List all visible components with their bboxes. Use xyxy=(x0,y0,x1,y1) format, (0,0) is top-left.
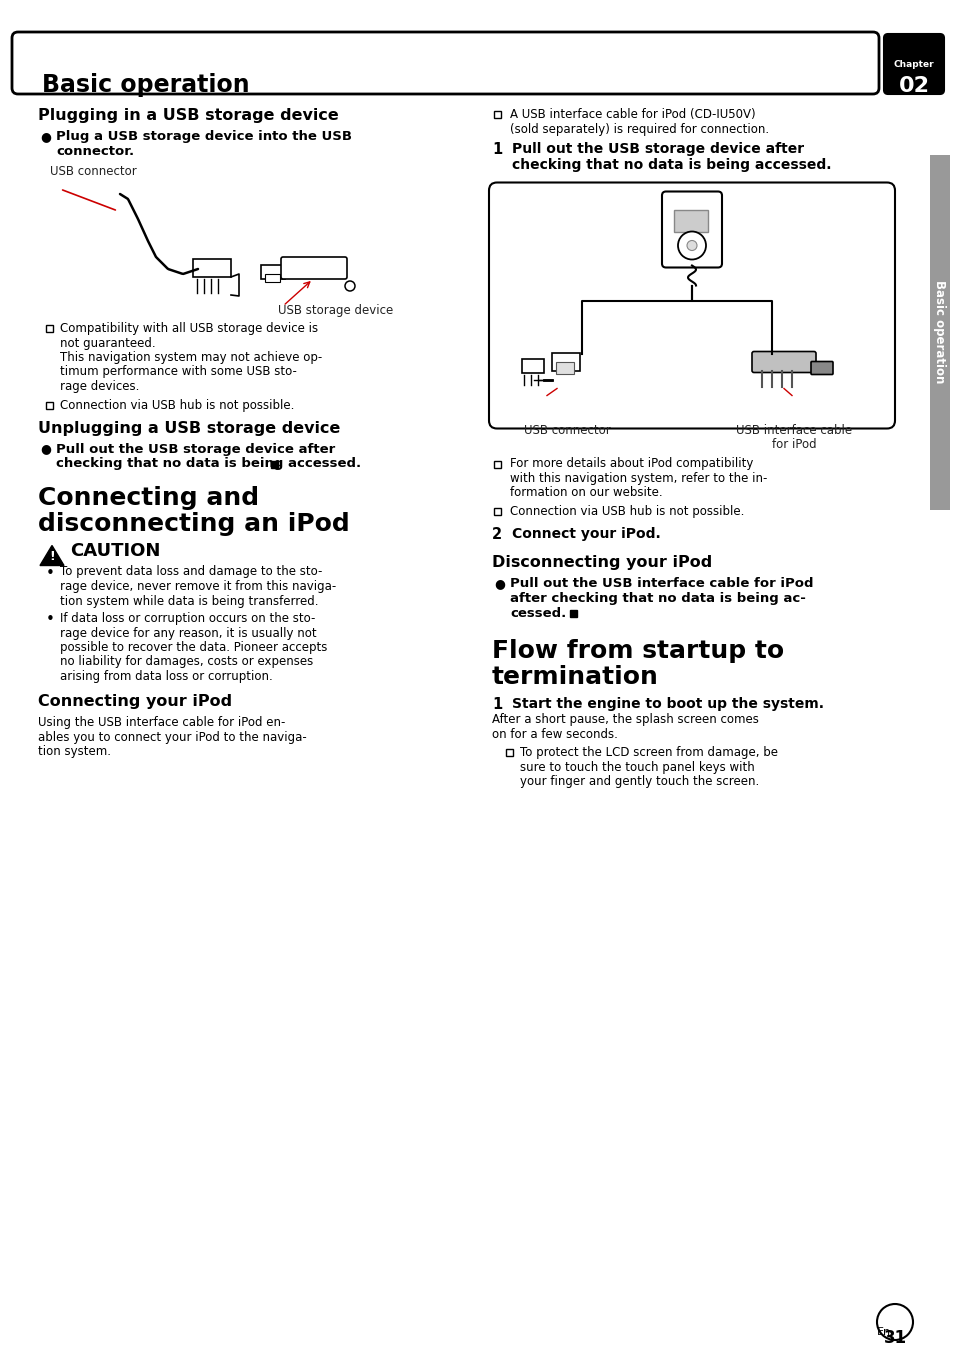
Text: formation on our website.: formation on our website. xyxy=(510,487,662,499)
Bar xyxy=(556,361,574,373)
Circle shape xyxy=(686,241,697,250)
Bar xyxy=(46,402,53,408)
Text: •: • xyxy=(46,565,55,580)
Text: termination: termination xyxy=(492,665,659,690)
Text: USB interface cable: USB interface cable xyxy=(735,425,851,438)
Text: A USB interface cable for iPod (CD-IU50V): A USB interface cable for iPod (CD-IU50V… xyxy=(510,108,755,120)
Text: Unplugging a USB storage device: Unplugging a USB storage device xyxy=(38,420,340,435)
Text: 2: 2 xyxy=(492,527,501,542)
Text: with this navigation system, refer to the in-: with this navigation system, refer to th… xyxy=(510,472,766,485)
FancyBboxPatch shape xyxy=(261,265,285,279)
Text: no liability for damages, costs or expenses: no liability for damages, costs or expen… xyxy=(60,656,313,668)
Text: Connect your iPod.: Connect your iPod. xyxy=(512,527,660,541)
Text: checking that no data is being accessed.: checking that no data is being accessed. xyxy=(56,457,361,470)
FancyBboxPatch shape xyxy=(12,32,878,95)
Text: on for a few seconds.: on for a few seconds. xyxy=(492,727,618,741)
FancyBboxPatch shape xyxy=(489,183,894,429)
Text: Start the engine to boot up the system.: Start the engine to boot up the system. xyxy=(512,698,823,711)
Text: USB storage device: USB storage device xyxy=(277,304,393,316)
Text: ●: ● xyxy=(40,442,51,456)
FancyBboxPatch shape xyxy=(552,353,579,370)
Text: CAUTION: CAUTION xyxy=(70,542,160,560)
Text: ●: ● xyxy=(494,577,504,589)
Text: tion system while data is being transferred.: tion system while data is being transfer… xyxy=(60,595,318,607)
Bar xyxy=(505,749,513,756)
Bar xyxy=(673,210,707,231)
FancyBboxPatch shape xyxy=(810,361,832,375)
Text: Basic operation: Basic operation xyxy=(42,73,250,97)
Bar xyxy=(46,324,53,333)
Text: !: ! xyxy=(49,550,55,562)
Text: 31: 31 xyxy=(882,1329,905,1347)
Text: Disconnecting your iPod: Disconnecting your iPod xyxy=(492,556,712,571)
Text: cessed.: cessed. xyxy=(510,607,566,621)
Text: Pull out the USB storage device after: Pull out the USB storage device after xyxy=(56,442,335,456)
Text: your finger and gently touch the screen.: your finger and gently touch the screen. xyxy=(519,775,759,788)
Text: Basic operation: Basic operation xyxy=(933,280,945,384)
Text: En: En xyxy=(876,1328,890,1337)
Bar xyxy=(494,111,500,118)
Text: Pull out the USB storage device after: Pull out the USB storage device after xyxy=(512,142,803,157)
Bar xyxy=(494,461,500,468)
Circle shape xyxy=(345,281,355,291)
Text: To protect the LCD screen from damage, be: To protect the LCD screen from damage, b… xyxy=(519,746,778,758)
FancyBboxPatch shape xyxy=(521,358,543,373)
Text: Connection via USB hub is not possible.: Connection via USB hub is not possible. xyxy=(60,399,294,411)
Text: Plugging in a USB storage device: Plugging in a USB storage device xyxy=(38,108,338,123)
FancyBboxPatch shape xyxy=(193,260,231,277)
Text: rage device, never remove it from this naviga-: rage device, never remove it from this n… xyxy=(60,580,335,594)
Bar xyxy=(271,461,277,468)
Text: Compatibility with all USB storage device is: Compatibility with all USB storage devic… xyxy=(60,322,317,335)
Polygon shape xyxy=(40,545,64,565)
FancyBboxPatch shape xyxy=(661,192,721,268)
Text: Connection via USB hub is not possible.: Connection via USB hub is not possible. xyxy=(510,506,743,518)
Text: 02: 02 xyxy=(898,76,928,96)
FancyBboxPatch shape xyxy=(281,257,347,279)
Text: (sold separately) is required for connection.: (sold separately) is required for connec… xyxy=(510,123,768,135)
Text: arising from data loss or corruption.: arising from data loss or corruption. xyxy=(60,671,273,683)
Bar xyxy=(494,508,500,515)
Text: Plug a USB storage device into the USB: Plug a USB storage device into the USB xyxy=(56,130,352,143)
Text: After a short pause, the splash screen comes: After a short pause, the splash screen c… xyxy=(492,713,758,726)
Text: possible to recover the data. Pioneer accepts: possible to recover the data. Pioneer ac… xyxy=(60,641,327,654)
Bar xyxy=(265,274,280,283)
Text: If data loss or corruption occurs on the sto-: If data loss or corruption occurs on the… xyxy=(60,612,315,625)
Circle shape xyxy=(678,231,705,260)
Text: for iPod: for iPod xyxy=(771,438,816,450)
Circle shape xyxy=(876,1303,912,1340)
Text: Using the USB interface cable for iPod en-: Using the USB interface cable for iPod e… xyxy=(38,717,285,729)
Text: not guaranteed.: not guaranteed. xyxy=(60,337,155,350)
FancyBboxPatch shape xyxy=(883,34,943,95)
Text: Connecting and: Connecting and xyxy=(38,485,259,510)
Text: USB connector: USB connector xyxy=(523,425,610,438)
Text: ●: ● xyxy=(40,130,51,143)
Text: after checking that no data is being ac-: after checking that no data is being ac- xyxy=(510,592,805,604)
Text: timum performance with some USB sto-: timum performance with some USB sto- xyxy=(60,365,296,379)
Text: tion system.: tion system. xyxy=(38,745,111,758)
Text: connector.: connector. xyxy=(56,145,134,158)
Text: To prevent data loss and damage to the sto-: To prevent data loss and damage to the s… xyxy=(60,565,322,579)
Text: sure to touch the touch panel keys with: sure to touch the touch panel keys with xyxy=(519,760,754,773)
Bar xyxy=(929,155,949,510)
Text: ables you to connect your iPod to the naviga-: ables you to connect your iPod to the na… xyxy=(38,730,307,744)
Text: disconnecting an iPod: disconnecting an iPod xyxy=(38,511,350,535)
FancyBboxPatch shape xyxy=(751,352,815,373)
Text: 1: 1 xyxy=(492,698,501,713)
Text: Flow from startup to: Flow from startup to xyxy=(492,639,783,662)
Text: USB connector: USB connector xyxy=(50,165,136,178)
Text: For more details about iPod compatibility: For more details about iPod compatibilit… xyxy=(510,457,753,470)
Text: Connecting your iPod: Connecting your iPod xyxy=(38,694,232,708)
Text: This navigation system may not achieve op-: This navigation system may not achieve o… xyxy=(60,352,322,364)
Text: rage device for any reason, it is usually not: rage device for any reason, it is usuall… xyxy=(60,626,316,639)
Text: •: • xyxy=(46,612,55,627)
Bar xyxy=(569,610,577,617)
Text: 1: 1 xyxy=(492,142,501,157)
Text: rage devices.: rage devices. xyxy=(60,380,139,393)
Text: Pull out the USB interface cable for iPod: Pull out the USB interface cable for iPo… xyxy=(510,577,813,589)
Text: Chapter: Chapter xyxy=(893,59,933,69)
Text: checking that no data is being accessed.: checking that no data is being accessed. xyxy=(512,158,831,173)
